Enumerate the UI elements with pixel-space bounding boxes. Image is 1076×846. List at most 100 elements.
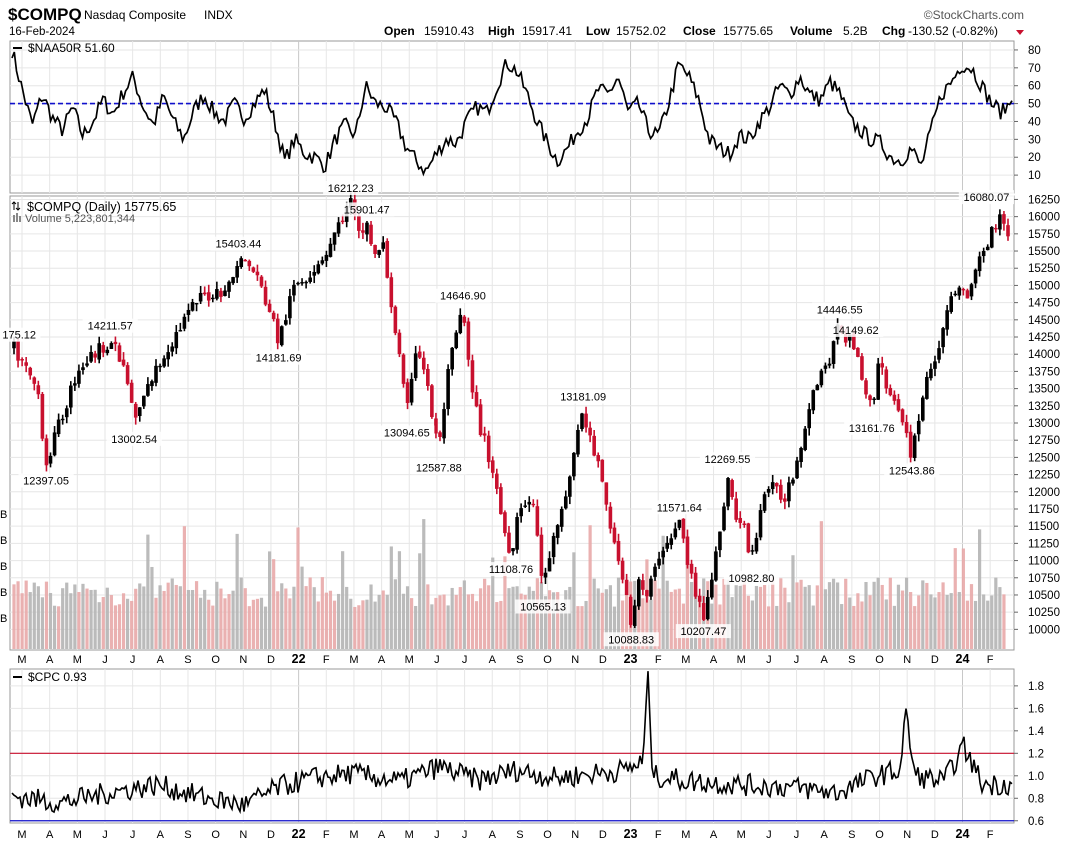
price-candle-body <box>888 387 893 396</box>
price-candle-body <box>714 551 718 581</box>
price-candle-body <box>584 413 588 428</box>
price-candle-body <box>89 351 93 362</box>
y-tick-label: 80 <box>1028 45 1041 57</box>
volume-bar <box>32 582 36 649</box>
volume-bar <box>466 594 470 649</box>
volume-bar <box>998 587 1002 649</box>
volume-bar <box>941 582 945 649</box>
price-candle-body <box>645 590 649 597</box>
volume-bar <box>478 588 483 649</box>
volume-bar <box>580 606 584 649</box>
volume-bar <box>12 584 16 649</box>
x-tick-label: 23 <box>624 652 638 666</box>
price-candle-body <box>146 384 150 396</box>
volume-bar <box>779 578 783 649</box>
volume-bar <box>746 595 750 649</box>
x-tick-label: A <box>489 654 497 666</box>
x-tick-label: O <box>211 654 220 666</box>
price-label-bg <box>651 500 707 515</box>
volume-bar <box>207 599 211 649</box>
volume-bar <box>734 585 738 649</box>
price-candle-body <box>93 353 97 358</box>
price-candle-body <box>568 476 572 497</box>
y-tick-label: 12250 <box>1028 470 1060 482</box>
price-candle-body <box>125 365 130 384</box>
price-candle-body <box>791 479 795 484</box>
breadth-legend: $NAA50R 51.60 <box>13 41 115 55</box>
volume-bar <box>694 580 698 649</box>
price-candle-body <box>766 489 771 493</box>
x-tick-label: F <box>655 829 662 841</box>
y-tick-label: 0.6 <box>1028 816 1044 828</box>
x-tick-label: O <box>543 829 552 841</box>
volume-bar <box>93 589 97 649</box>
volume-bar <box>917 595 921 649</box>
price-candle-body <box>198 292 203 302</box>
close-label: Close <box>683 24 716 38</box>
price-candle-body <box>661 550 665 558</box>
price-label-bg <box>828 322 884 337</box>
x-tick-label: 22 <box>292 652 306 666</box>
volume-bar <box>142 586 146 649</box>
price-candle-body <box>555 525 560 538</box>
x-tick-label: J <box>462 654 468 666</box>
volume-bar <box>669 591 673 649</box>
x-tick-label: 22 <box>292 827 306 841</box>
price-candle-body <box>965 290 970 299</box>
price-label: 175.12 <box>2 330 36 342</box>
volume-bar <box>150 566 154 649</box>
price-candle-body <box>608 506 613 529</box>
price-label-bg <box>411 460 467 475</box>
price-candle-body <box>665 542 669 549</box>
price-candle-body <box>369 224 373 245</box>
volume-bar <box>596 588 600 649</box>
price-candle-body <box>328 243 333 257</box>
volume-bar <box>568 586 572 649</box>
x-tick-label: F <box>323 829 330 841</box>
x-tick-label: M <box>737 654 746 666</box>
y-tick-label: 15250 <box>1028 263 1060 275</box>
volume-axis-label: B <box>0 587 7 599</box>
price-candle-body <box>194 303 199 305</box>
volume-bar <box>190 589 195 649</box>
price-candle-body <box>150 381 154 387</box>
volume-bar <box>365 599 369 649</box>
volume-bar <box>126 598 130 649</box>
price-label-bg <box>675 624 731 639</box>
volume-bar <box>543 596 548 649</box>
price-candle-body <box>162 358 166 367</box>
price-candle-body <box>925 376 929 399</box>
price-candle-body <box>843 333 848 343</box>
y-tick-label: 10500 <box>1028 590 1060 602</box>
volume-bar <box>836 582 840 649</box>
volume-bar <box>105 587 109 649</box>
ratio-series-line <box>11 671 1013 815</box>
x-tick-label: S <box>184 654 191 666</box>
price-candle-body <box>681 518 686 539</box>
price-candle-body <box>535 506 540 536</box>
price-candle-body <box>783 498 787 502</box>
volume-bar <box>454 594 458 649</box>
volume-bar <box>840 604 844 649</box>
price-candle-body <box>872 398 876 400</box>
volume-axis-label: B <box>0 509 7 521</box>
volume-bar <box>1002 594 1006 649</box>
price-candle-body <box>916 420 921 435</box>
price-candle-body <box>490 460 495 473</box>
x-tick-label: J <box>130 654 136 666</box>
price-label: 10982.80 <box>729 573 775 585</box>
volume-bar <box>28 592 32 649</box>
price-candle-body <box>174 332 179 349</box>
price-label-bg <box>958 190 1014 205</box>
volume-bar <box>389 546 393 649</box>
volume-bar <box>775 605 779 649</box>
open-label: Open <box>384 24 415 38</box>
volume-bar <box>677 588 681 649</box>
volume-bar <box>341 551 345 649</box>
volume-axis-label: B <box>0 535 7 547</box>
volume-bar <box>40 597 44 649</box>
x-tick-label: 24 <box>956 827 970 841</box>
y-tick-label: 15000 <box>1028 280 1060 292</box>
chart-date: 16-Feb-2024 <box>9 26 75 38</box>
volume-bar <box>397 551 402 649</box>
